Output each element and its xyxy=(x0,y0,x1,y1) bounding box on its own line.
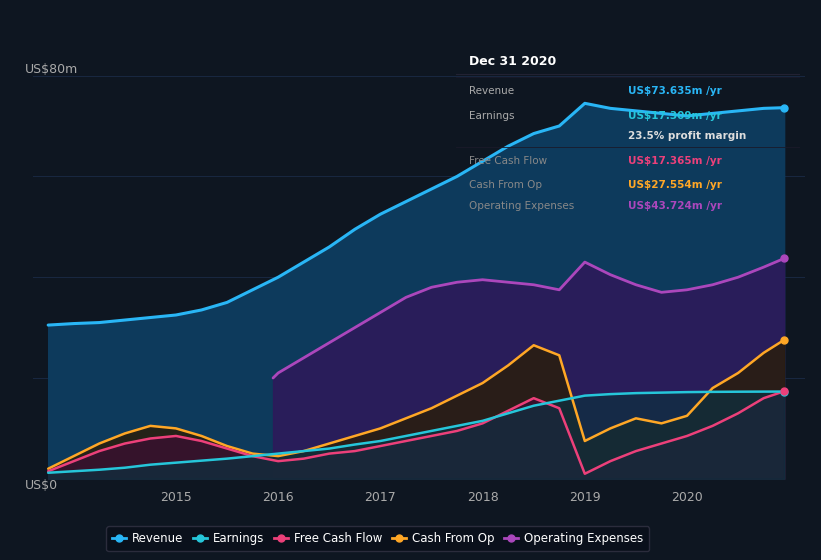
Legend: Revenue, Earnings, Free Cash Flow, Cash From Op, Operating Expenses: Revenue, Earnings, Free Cash Flow, Cash … xyxy=(106,526,649,551)
Text: Dec 31 2020: Dec 31 2020 xyxy=(470,55,557,68)
Text: Operating Expenses: Operating Expenses xyxy=(470,201,575,211)
Text: 23.5% profit margin: 23.5% profit margin xyxy=(628,132,746,142)
Text: US$73.635m /yr: US$73.635m /yr xyxy=(628,86,722,96)
Text: US$0: US$0 xyxy=(25,479,58,492)
Text: US$43.724m /yr: US$43.724m /yr xyxy=(628,201,722,211)
Text: US$80m: US$80m xyxy=(25,63,78,76)
Text: Free Cash Flow: Free Cash Flow xyxy=(470,156,548,166)
Text: Cash From Op: Cash From Op xyxy=(470,180,543,190)
Text: Revenue: Revenue xyxy=(470,86,515,96)
Text: US$27.554m /yr: US$27.554m /yr xyxy=(628,180,722,190)
Text: US$17.365m /yr: US$17.365m /yr xyxy=(628,156,722,166)
Text: Earnings: Earnings xyxy=(470,110,515,120)
Text: US$17.309m /yr: US$17.309m /yr xyxy=(628,110,722,120)
